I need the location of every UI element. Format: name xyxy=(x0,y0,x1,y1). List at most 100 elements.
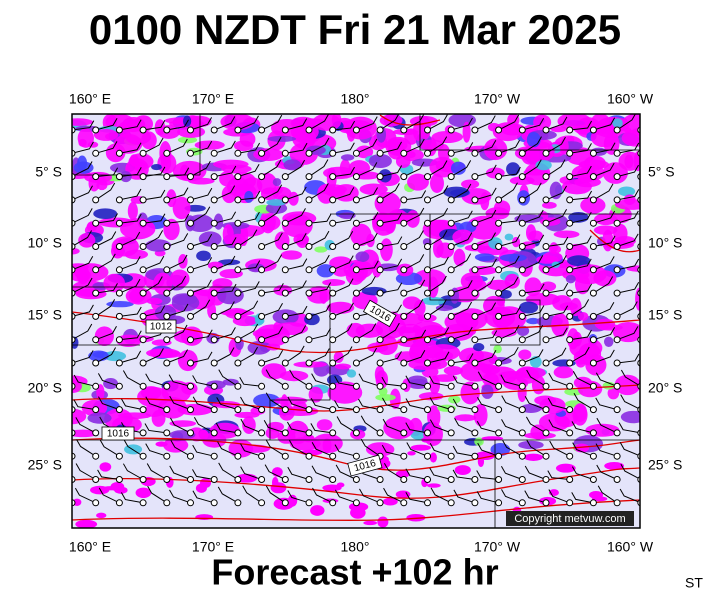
barb xyxy=(287,490,310,504)
rain-cell xyxy=(481,365,501,375)
station xyxy=(352,289,360,297)
barb xyxy=(166,303,189,317)
rain-cell xyxy=(333,268,349,277)
rain-cell xyxy=(198,231,222,247)
rain-cell xyxy=(380,238,393,262)
rain-cell xyxy=(602,162,628,184)
station xyxy=(566,173,574,181)
station xyxy=(471,196,479,204)
contour-label-boxes xyxy=(101,299,397,477)
station xyxy=(566,149,574,157)
station xyxy=(163,499,171,507)
barb xyxy=(334,400,357,411)
barb xyxy=(264,464,286,480)
barb xyxy=(571,466,594,480)
rain-cell xyxy=(481,436,504,441)
barb xyxy=(312,487,333,504)
barb xyxy=(170,440,191,457)
barb xyxy=(72,323,93,341)
barb xyxy=(498,325,520,341)
station xyxy=(210,499,218,507)
rain-cell xyxy=(395,154,411,168)
barb xyxy=(214,140,236,154)
barb xyxy=(168,374,191,387)
barb xyxy=(332,142,355,154)
rain-cell xyxy=(308,386,323,403)
barb xyxy=(332,230,354,247)
barb xyxy=(617,189,640,201)
barb xyxy=(166,349,189,364)
barb xyxy=(569,190,593,201)
station xyxy=(637,289,640,297)
rain-cell xyxy=(273,396,308,405)
barb xyxy=(620,369,640,387)
barb xyxy=(143,166,166,178)
rain-cell xyxy=(590,127,619,148)
station xyxy=(376,359,384,367)
station xyxy=(447,266,455,274)
barb xyxy=(240,443,262,457)
barb xyxy=(237,211,260,224)
barb xyxy=(569,211,592,224)
barb xyxy=(72,120,95,131)
rain-cell xyxy=(523,453,543,461)
barb xyxy=(119,330,142,341)
station xyxy=(163,243,171,250)
barb xyxy=(72,304,94,317)
rain-cell xyxy=(160,154,172,171)
station xyxy=(542,196,550,204)
station xyxy=(187,406,194,414)
barb xyxy=(261,254,283,271)
station xyxy=(258,126,266,134)
barb xyxy=(72,230,92,247)
barb xyxy=(403,349,426,364)
station xyxy=(352,126,360,134)
barb xyxy=(616,164,639,178)
station xyxy=(447,499,455,507)
rain-cell xyxy=(392,312,424,326)
rain-cell xyxy=(550,126,567,133)
station xyxy=(447,429,455,437)
rain-cell xyxy=(429,173,445,193)
barb xyxy=(75,417,96,434)
station xyxy=(471,499,479,507)
station xyxy=(329,359,337,367)
station xyxy=(187,429,194,437)
station xyxy=(139,312,147,320)
barb xyxy=(72,255,94,271)
barb xyxy=(427,207,449,224)
barb xyxy=(545,327,568,341)
station xyxy=(424,476,431,483)
rain-cell xyxy=(96,512,107,519)
station xyxy=(637,173,640,181)
barb xyxy=(215,422,238,434)
barb xyxy=(500,374,523,387)
barb xyxy=(429,419,452,434)
rain-cell xyxy=(614,374,640,396)
rain-cell xyxy=(603,336,614,347)
barb xyxy=(95,253,116,271)
station xyxy=(589,452,597,460)
station xyxy=(258,336,266,344)
station xyxy=(210,289,218,297)
station xyxy=(234,312,242,320)
rain-cell xyxy=(164,117,199,125)
rain-cell xyxy=(525,292,561,306)
barb xyxy=(308,230,330,247)
lat-label: 5° S xyxy=(648,164,675,180)
rain-cell xyxy=(253,148,284,161)
station xyxy=(424,289,431,297)
rain-cell xyxy=(266,199,287,206)
barb xyxy=(285,345,305,364)
rain-cell xyxy=(99,462,112,472)
rain-cell xyxy=(419,139,444,151)
barb xyxy=(169,465,191,480)
barb xyxy=(190,279,212,294)
barb xyxy=(119,188,142,201)
contour-label: 1016 xyxy=(107,429,130,440)
rain-cell xyxy=(265,202,288,214)
barb xyxy=(474,139,497,154)
barb xyxy=(403,114,425,131)
barb xyxy=(403,299,424,317)
rain-cell xyxy=(146,297,163,305)
